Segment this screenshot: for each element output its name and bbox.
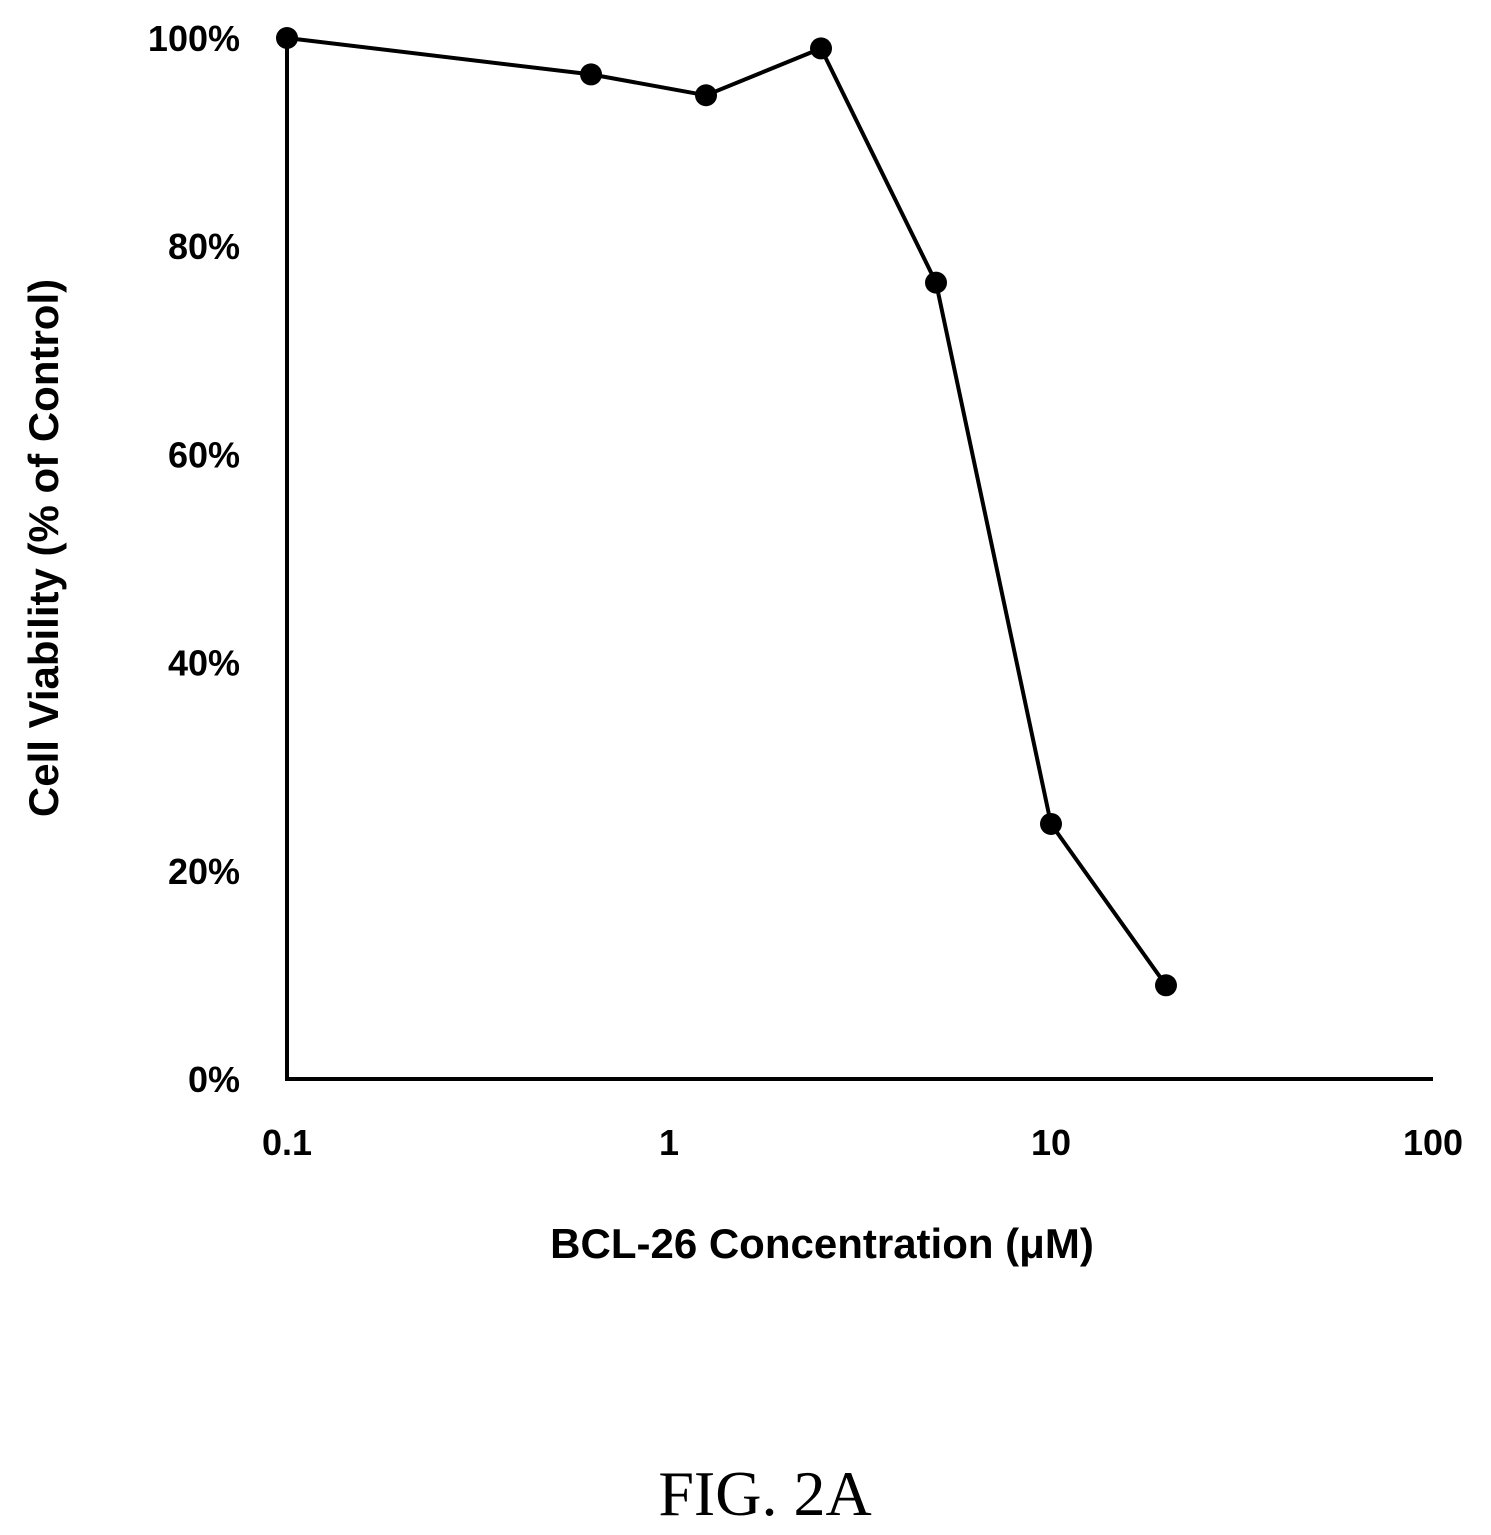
data-point bbox=[1154, 974, 1177, 997]
y-tick-label: 60% bbox=[168, 434, 240, 475]
y-axis-title: Cell Viability (% of Control) bbox=[20, 279, 67, 817]
axes bbox=[285, 34, 1433, 1081]
data-point bbox=[810, 37, 833, 60]
data-point bbox=[1040, 812, 1062, 835]
y-tick-label: 20% bbox=[168, 851, 240, 892]
data-point bbox=[925, 271, 948, 294]
data-point bbox=[695, 84, 718, 107]
data-point bbox=[580, 63, 603, 86]
y-tick-label: 100% bbox=[148, 18, 240, 59]
series-line bbox=[286, 36, 1168, 987]
figure-label: FIG. 2A bbox=[658, 1458, 871, 1529]
y-tick-labels: 0% 20% 40% 60% 80% 100% bbox=[148, 18, 240, 1100]
x-tick-label: 1 bbox=[659, 1122, 679, 1163]
x-axis-title: BCL-26 Concentration (μM) bbox=[550, 1220, 1094, 1267]
x-tick-labels: 0.1 1 10 100 bbox=[262, 1122, 1463, 1163]
x-tick-label: 10 bbox=[1031, 1122, 1071, 1163]
y-tick-label: 0% bbox=[188, 1059, 240, 1100]
series bbox=[276, 27, 1177, 997]
x-tick-label: 100 bbox=[1403, 1122, 1463, 1163]
data-point bbox=[276, 27, 298, 49]
y-tick-label: 80% bbox=[168, 226, 240, 267]
y-tick-label: 40% bbox=[168, 643, 240, 684]
x-tick-label: 0.1 bbox=[262, 1122, 312, 1163]
